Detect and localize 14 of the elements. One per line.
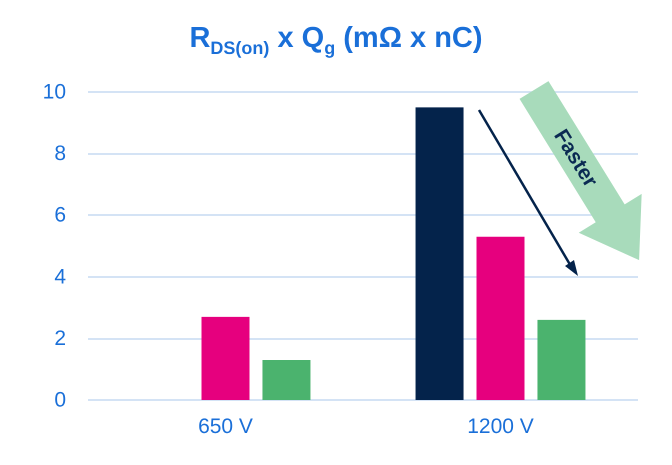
bar: [202, 316, 250, 400]
bar: [537, 320, 586, 400]
y-tick-label: 0: [54, 388, 66, 412]
x-tick-label: 1200 V: [467, 415, 534, 438]
y-tick-label: 2: [54, 326, 66, 350]
y-tick-label: 10: [42, 80, 66, 104]
bar: [262, 360, 310, 400]
bar: [476, 236, 524, 400]
chart-title: R$_{DS(on)}$ x Q$_{g}$ (mΩ x nC): [188, 22, 484, 59]
y-tick-label: 8: [54, 142, 66, 166]
x-tick-label: 650 V: [198, 415, 253, 438]
y-tick-label: 6: [54, 204, 66, 227]
bar: [416, 107, 464, 400]
y-tick-label: 4: [54, 265, 66, 288]
